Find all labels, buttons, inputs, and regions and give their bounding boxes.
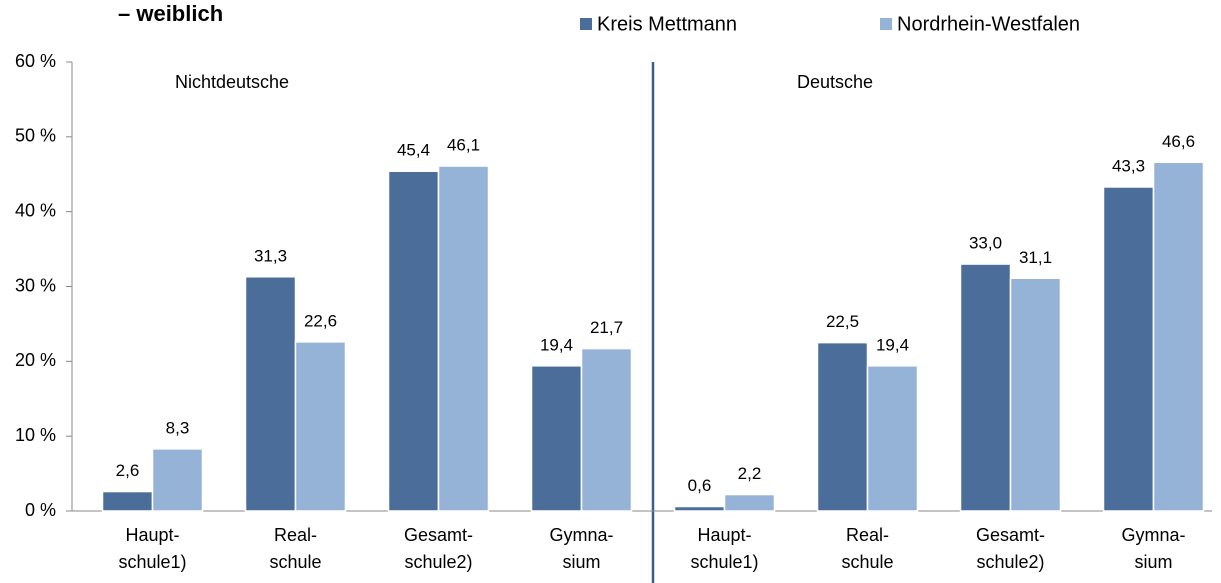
data-label: 19,4 xyxy=(540,335,573,354)
data-label: 46,6 xyxy=(1162,132,1195,151)
bar xyxy=(151,448,204,512)
y-tick-label: 30 % xyxy=(15,275,56,295)
bar xyxy=(723,493,776,512)
data-label: 46,1 xyxy=(447,136,480,155)
y-tick-label: 10 % xyxy=(15,425,56,445)
x-tick-label: Haupt- schule1) xyxy=(118,525,187,572)
y-tick-label: 0 % xyxy=(25,500,56,520)
y-tick-label: 60 % xyxy=(15,51,56,71)
legend-label: Kreis Mettmann xyxy=(597,13,737,35)
bar xyxy=(1009,277,1062,512)
chart-title: – weiblich xyxy=(118,1,223,26)
data-label: 31,1 xyxy=(1019,248,1052,267)
bar xyxy=(1102,186,1155,512)
bar xyxy=(294,341,347,512)
bar xyxy=(959,263,1012,512)
bar xyxy=(530,365,583,512)
bar xyxy=(101,490,154,512)
bar xyxy=(437,165,490,512)
bar xyxy=(244,276,297,512)
bar xyxy=(580,347,633,512)
data-label: 2,6 xyxy=(116,461,140,480)
bar xyxy=(1152,161,1205,512)
data-label: 22,6 xyxy=(304,311,337,330)
x-tick-label: Real- schule xyxy=(269,525,322,572)
x-tick-label: Gymna- sium xyxy=(1121,525,1186,572)
data-label: 22,5 xyxy=(826,312,859,331)
bar xyxy=(387,170,440,512)
data-label: 19,4 xyxy=(876,335,909,354)
annotation: Nichtdeutsche xyxy=(175,72,289,92)
x-tick-label: Gymna- sium xyxy=(549,525,614,572)
legend-swatch xyxy=(880,18,892,30)
legend-label: Nordrhein-Westfalen xyxy=(897,13,1080,35)
y-tick-label: 40 % xyxy=(15,200,56,220)
data-label: 33,0 xyxy=(969,234,1002,253)
y-tick-label: 20 % xyxy=(15,350,56,370)
bar xyxy=(673,505,726,512)
data-label: 21,7 xyxy=(590,318,623,337)
x-tick-label: Gesamt- schule2) xyxy=(403,525,473,572)
x-tick-label: Gesamt- schule2) xyxy=(975,525,1045,572)
data-label: 8,3 xyxy=(166,418,190,437)
bar xyxy=(866,365,919,512)
data-label: 31,3 xyxy=(254,246,287,265)
legend-swatch xyxy=(580,18,592,30)
data-label: 45,4 xyxy=(397,141,430,160)
x-tick-label: Real- schule xyxy=(841,525,894,572)
x-tick-label: Haupt- schule1) xyxy=(690,525,759,572)
data-label: 0,6 xyxy=(688,476,712,495)
data-label: 43,3 xyxy=(1112,156,1145,175)
bar xyxy=(816,341,869,512)
annotation: Deutsche xyxy=(797,72,873,92)
y-tick-label: 50 % xyxy=(15,126,56,146)
data-label: 2,2 xyxy=(738,464,762,483)
